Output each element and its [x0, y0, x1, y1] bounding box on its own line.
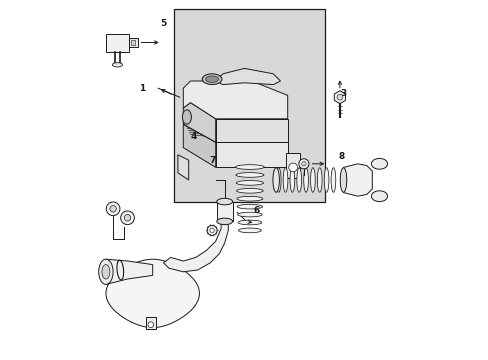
Ellipse shape: [216, 198, 232, 205]
Polygon shape: [178, 155, 188, 180]
Circle shape: [106, 202, 120, 216]
Polygon shape: [215, 68, 280, 85]
Ellipse shape: [310, 168, 315, 192]
Ellipse shape: [283, 168, 287, 192]
Circle shape: [288, 163, 297, 172]
Ellipse shape: [237, 204, 262, 209]
Ellipse shape: [272, 168, 279, 192]
Bar: [174, 9, 325, 202]
Ellipse shape: [238, 220, 261, 225]
Ellipse shape: [205, 76, 218, 82]
Ellipse shape: [202, 74, 222, 85]
Ellipse shape: [236, 181, 263, 185]
Text: 6: 6: [253, 206, 260, 215]
Ellipse shape: [340, 168, 346, 192]
Text: 5: 5: [160, 19, 166, 28]
Ellipse shape: [371, 158, 387, 169]
Text: 2: 2: [102, 260, 109, 269]
Polygon shape: [334, 91, 345, 104]
Ellipse shape: [236, 189, 263, 193]
Bar: [145, 317, 156, 329]
Ellipse shape: [235, 173, 264, 177]
Circle shape: [209, 228, 214, 233]
Text: 7: 7: [208, 156, 215, 165]
Circle shape: [121, 211, 134, 225]
Text: 1: 1: [139, 84, 145, 93]
Text: 3: 3: [340, 89, 346, 98]
Circle shape: [110, 206, 116, 212]
Bar: [216, 202, 232, 221]
Ellipse shape: [330, 168, 335, 192]
Ellipse shape: [182, 110, 191, 124]
Polygon shape: [106, 259, 199, 328]
Polygon shape: [183, 122, 287, 142]
Polygon shape: [215, 142, 287, 167]
Ellipse shape: [276, 168, 281, 192]
Ellipse shape: [235, 165, 264, 170]
Polygon shape: [343, 164, 371, 196]
Ellipse shape: [102, 265, 110, 279]
Polygon shape: [215, 119, 287, 142]
Circle shape: [206, 225, 217, 235]
Circle shape: [301, 162, 305, 166]
Ellipse shape: [238, 228, 261, 233]
Ellipse shape: [371, 191, 387, 202]
Ellipse shape: [289, 168, 294, 192]
Circle shape: [298, 159, 308, 169]
Ellipse shape: [237, 212, 262, 217]
Polygon shape: [183, 103, 215, 142]
Polygon shape: [106, 259, 152, 284]
Circle shape: [124, 215, 130, 221]
Polygon shape: [183, 81, 287, 119]
Bar: [106, 34, 129, 52]
Circle shape: [148, 322, 153, 328]
Bar: [131, 40, 135, 45]
Text: 8: 8: [338, 152, 344, 161]
Ellipse shape: [317, 168, 322, 192]
Ellipse shape: [303, 168, 308, 192]
Polygon shape: [285, 153, 300, 178]
Polygon shape: [183, 124, 215, 167]
Ellipse shape: [112, 63, 122, 67]
Ellipse shape: [324, 168, 328, 192]
Ellipse shape: [237, 197, 263, 201]
Ellipse shape: [296, 168, 301, 192]
Text: 4: 4: [190, 132, 197, 141]
Ellipse shape: [216, 218, 232, 225]
Polygon shape: [163, 216, 228, 272]
Ellipse shape: [99, 259, 113, 284]
Bar: [129, 38, 138, 47]
Circle shape: [336, 94, 342, 100]
